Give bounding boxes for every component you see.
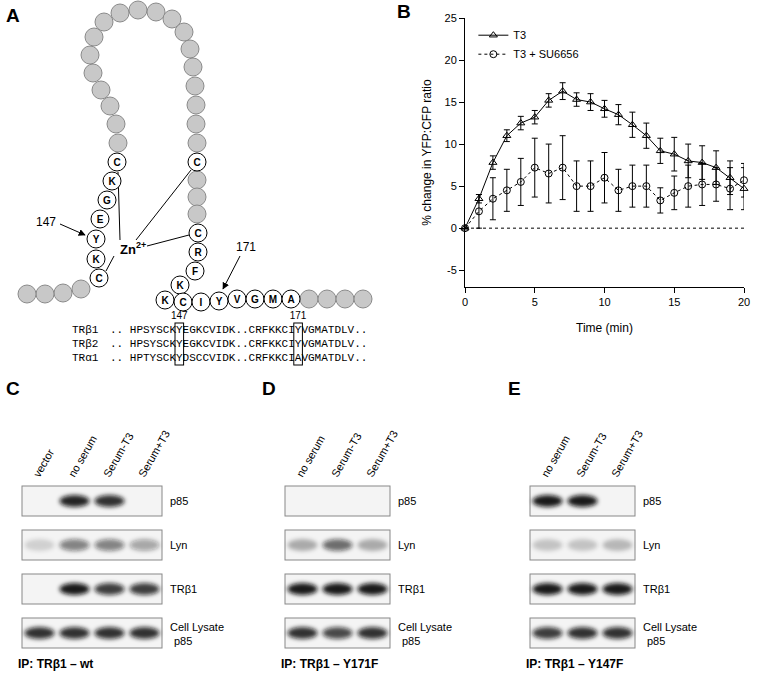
svg-text:IP: TRβ1 – Y147F: IP: TRβ1 – Y147F xyxy=(526,657,623,671)
svg-text:p85: p85 xyxy=(174,635,192,647)
svg-text:15: 15 xyxy=(668,296,680,308)
html-text:H P S Y S C K Y E G K C V I D: H P S Y S C K Y E G K C V I D K.. C R F … xyxy=(129,338,361,350)
svg-text:.: . xyxy=(117,338,124,350)
svg-text:F: F xyxy=(192,266,198,277)
svg-text:10: 10 xyxy=(598,296,610,308)
svg-text:Serum-T3: Serum-T3 xyxy=(574,431,609,479)
svg-text:vector: vector xyxy=(31,447,57,479)
svg-text:C: C xyxy=(113,157,120,168)
svg-text:K: K xyxy=(161,295,169,306)
svg-text:5: 5 xyxy=(532,296,538,308)
svg-text:M: M xyxy=(269,294,277,305)
svg-text:Y: Y xyxy=(216,296,223,307)
svg-text:Serum+T3: Serum+T3 xyxy=(364,428,400,479)
svg-text:Cell Lysate: Cell Lysate xyxy=(170,621,224,633)
svg-text:C: C xyxy=(194,228,201,239)
svg-text:147: 147 xyxy=(36,215,56,229)
svg-text:Lyn: Lyn xyxy=(398,539,415,551)
svg-text:TRβ2: TRβ2 xyxy=(72,338,98,350)
svg-text:C: C xyxy=(179,297,186,308)
svg-text:no serum: no serum xyxy=(294,433,327,479)
svg-text:no serum: no serum xyxy=(66,433,99,479)
svg-text:G: G xyxy=(251,294,259,305)
svg-text:Cell Lysate: Cell Lysate xyxy=(398,621,452,633)
svg-text:p85: p85 xyxy=(643,495,661,507)
svg-text:Serum-T3: Serum-T3 xyxy=(101,431,136,479)
svg-text:5: 5 xyxy=(451,180,457,192)
svg-text:Lyn: Lyn xyxy=(170,539,187,551)
svg-text:IP: TRβ1 – Y171F: IP: TRβ1 – Y171F xyxy=(281,657,378,671)
svg-text:K: K xyxy=(108,176,116,187)
svg-text:A: A xyxy=(6,5,20,26)
svg-text:I: I xyxy=(200,297,203,308)
svg-text:0: 0 xyxy=(451,222,457,234)
svg-text:p85: p85 xyxy=(647,635,665,647)
svg-text:.: . xyxy=(361,352,368,364)
svg-text:15: 15 xyxy=(445,96,457,108)
svg-text:T3 + SU6656: T3 + SU6656 xyxy=(513,48,578,60)
svg-text:T3: T3 xyxy=(513,29,526,41)
svg-text:A: A xyxy=(287,294,294,305)
svg-text:Serum+T3: Serum+T3 xyxy=(609,428,645,479)
svg-text:Cell Lysate: Cell Lysate xyxy=(643,621,697,633)
svg-text:G: G xyxy=(103,195,111,206)
svg-text:D: D xyxy=(262,378,276,399)
svg-text:K: K xyxy=(176,280,184,291)
svg-text:Y: Y xyxy=(93,234,100,245)
svg-text:TRβ1: TRβ1 xyxy=(72,324,99,336)
svg-text:C: C xyxy=(193,157,200,168)
svg-text:R: R xyxy=(194,247,202,258)
svg-text:no serum: no serum xyxy=(539,433,572,479)
svg-text:V: V xyxy=(234,294,241,305)
svg-text:10: 10 xyxy=(445,138,457,150)
svg-text:% change in YFP:CFP ratio: % change in YFP:CFP ratio xyxy=(420,79,434,226)
svg-text:B: B xyxy=(397,1,411,22)
svg-text:Lyn: Lyn xyxy=(643,539,660,551)
svg-text:0: 0 xyxy=(462,296,468,308)
svg-text:TRα1: TRα1 xyxy=(72,352,99,364)
svg-text:20: 20 xyxy=(738,296,750,308)
svg-text:K: K xyxy=(92,254,100,265)
svg-text:20: 20 xyxy=(445,54,457,66)
html-text:H P T Y S C K Y D S C C V I D: H P T Y S C K Y D S C C V I D K.. C R F … xyxy=(129,352,361,364)
svg-text:C: C xyxy=(6,378,20,399)
svg-text:IP: TRβ1 – wt: IP: TRβ1 – wt xyxy=(18,657,93,671)
svg-text:.: . xyxy=(117,324,124,336)
svg-text:171: 171 xyxy=(236,240,256,254)
svg-text:E: E xyxy=(508,378,521,399)
svg-text:p85: p85 xyxy=(398,495,416,507)
svg-text:-5: -5 xyxy=(447,264,457,276)
svg-text:Time (min): Time (min) xyxy=(576,321,633,335)
svg-text:TRβ1: TRβ1 xyxy=(398,583,425,595)
svg-text:25: 25 xyxy=(445,12,457,24)
svg-text:TRβ1: TRβ1 xyxy=(170,583,197,595)
svg-text:.: . xyxy=(361,338,368,350)
svg-text:C: C xyxy=(95,273,102,284)
svg-text:E: E xyxy=(97,214,104,225)
svg-text:.: . xyxy=(361,324,368,336)
html-text:H P S Y S C K Y E G K C V I D: H P S Y S C K Y E G K C V I D K.. C R F … xyxy=(129,324,361,336)
svg-text:171: 171 xyxy=(290,310,307,321)
svg-text:Serum-T3: Serum-T3 xyxy=(329,431,364,479)
svg-text:147: 147 xyxy=(171,310,188,321)
svg-text:Zn2+: Zn2+ xyxy=(120,240,146,257)
svg-text:p85: p85 xyxy=(402,635,420,647)
svg-text:TRβ1: TRβ1 xyxy=(643,583,670,595)
svg-text:p85: p85 xyxy=(170,495,188,507)
svg-text:.: . xyxy=(117,352,124,364)
svg-text:Serum+T3: Serum+T3 xyxy=(136,428,172,479)
